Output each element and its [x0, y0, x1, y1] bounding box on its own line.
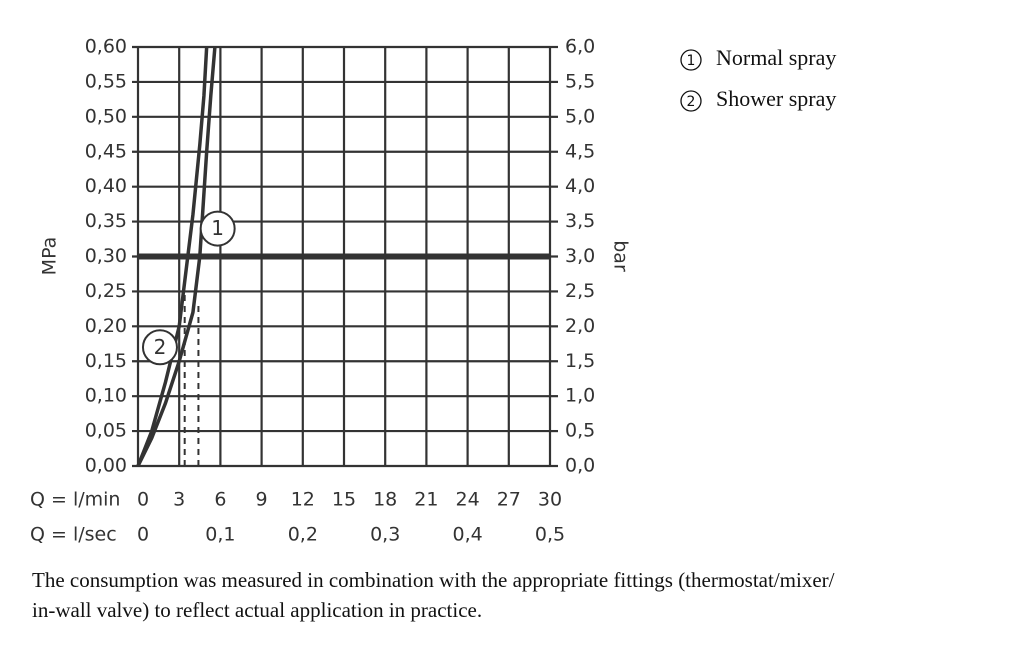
y-tick-label: 0,10 — [85, 385, 127, 407]
y-tick-label: 0,05 — [85, 420, 127, 442]
curve-label: 1 — [211, 216, 224, 240]
y2-tick-label: 4,5 — [565, 140, 595, 162]
x-tick-label: 27 — [497, 489, 521, 511]
y2-tick-label: 3,0 — [565, 245, 595, 267]
y2-tick-label: 2,5 — [565, 280, 595, 302]
caption: The consumption was measured in combinat… — [32, 568, 835, 592]
x-tick-label: 0 — [137, 489, 149, 511]
y2-tick-label: 1,0 — [565, 385, 595, 407]
legend-label: Normal spray — [716, 45, 836, 70]
x-tick-label: 15 — [332, 489, 356, 511]
caption: in-wall valve) to reflect actual applica… — [32, 598, 482, 622]
y-tick-label: 0,00 — [85, 455, 127, 477]
x2-axis-label: Q = l/sec — [30, 524, 117, 546]
y-tick-label: 0,45 — [85, 140, 127, 162]
line — [136, 46, 217, 467]
x-tick-label: 18 — [373, 489, 397, 511]
x-tick-label: 30 — [538, 489, 562, 511]
x-tick-label: 21 — [414, 489, 438, 511]
y-tick-label: 0,35 — [85, 210, 127, 232]
y2-tick-label: 0,0 — [565, 455, 595, 477]
y-tick-label: 0,40 — [85, 175, 127, 197]
y-tick-label: 0,60 — [85, 36, 127, 58]
legend-marker-label: 2 — [687, 94, 696, 110]
x-tick-label: 9 — [256, 489, 268, 511]
y2-tick-label: 3,5 — [565, 210, 595, 232]
y-axis-label: MPa — [39, 237, 61, 276]
legend-label: Shower spray — [716, 86, 836, 111]
y2-tick-label: 0,5 — [565, 420, 595, 442]
y2-tick-label: 6,0 — [565, 36, 595, 58]
x2-tick-label: 0 — [137, 524, 149, 546]
y2-axis-label: bar — [610, 240, 632, 272]
y2-tick-label: 5,0 — [565, 105, 595, 127]
x-tick-label: 3 — [173, 489, 185, 511]
curve-label-circle — [141, 329, 178, 366]
curve-label-circle — [199, 210, 236, 247]
x-tick-label: 12 — [291, 489, 315, 511]
x2-tick-label: 0,4 — [452, 524, 482, 546]
curve-label: 2 — [154, 335, 167, 359]
y2-tick-label: 5,5 — [565, 70, 595, 92]
y-tick-label: 0,55 — [85, 70, 127, 92]
x-axis-label: Q = l/min — [30, 489, 120, 511]
line — [136, 46, 209, 467]
y-tick-label: 0,30 — [85, 245, 127, 267]
y-tick-label: 0,15 — [85, 350, 127, 372]
legend-marker — [680, 49, 702, 71]
x2-tick-label: 0,2 — [288, 524, 318, 546]
y-tick-label: 0,20 — [85, 315, 127, 337]
y2-tick-label: 2,0 — [565, 315, 595, 337]
y2-tick-label: 1,5 — [565, 350, 595, 372]
x-tick-label: 24 — [456, 489, 480, 511]
x-tick-label: 6 — [214, 489, 226, 511]
x2-tick-label: 0,3 — [370, 524, 400, 546]
y-tick-label: 0,50 — [85, 105, 127, 127]
y2-tick-label: 4,0 — [565, 175, 595, 197]
legend-marker — [680, 90, 702, 112]
x2-tick-label: 0,5 — [535, 524, 565, 546]
x2-tick-label: 0,1 — [205, 524, 235, 546]
legend-marker-label: 1 — [687, 53, 696, 69]
y-tick-label: 0,25 — [85, 280, 127, 302]
